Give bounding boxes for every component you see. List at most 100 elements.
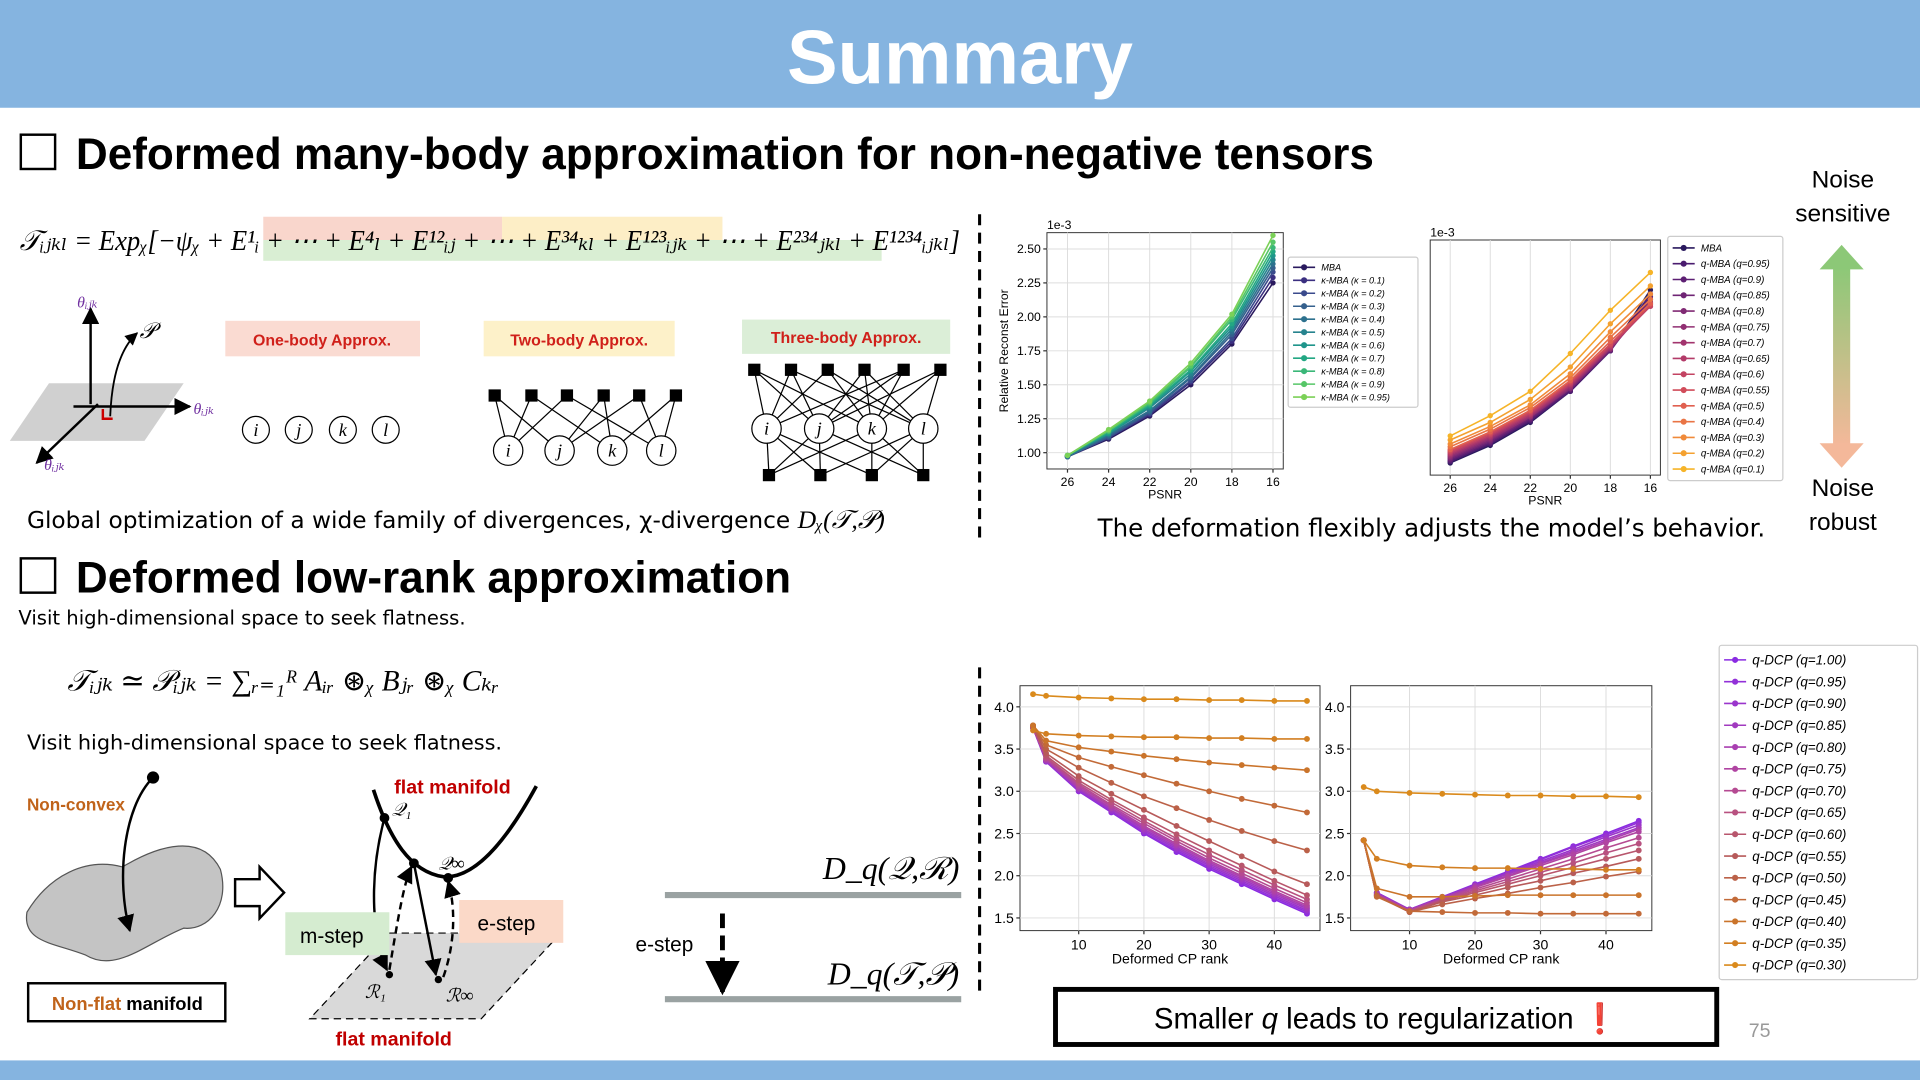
point: [1504, 892, 1511, 899]
point: [1607, 321, 1614, 327]
point: [1271, 802, 1278, 809]
point: [1206, 838, 1213, 845]
non-flat: Non-flat: [52, 993, 121, 1014]
y-tick-label: 2.0: [1325, 868, 1345, 884]
point: [1567, 375, 1574, 381]
legend-label: q-DCP (q=0.60): [1752, 827, 1846, 842]
graphs: i j k l i j k l i j k l: [241, 363, 947, 482]
series-line: [1032, 724, 1308, 814]
series-line: [1449, 293, 1651, 445]
label-box: [742, 319, 951, 354]
point: [1075, 777, 1082, 784]
footer-band: [0, 1060, 1920, 1080]
series-line: [1362, 840, 1639, 915]
node: [241, 415, 270, 444]
point: [1105, 426, 1112, 433]
node: [856, 413, 888, 444]
point: [1603, 892, 1609, 899]
point: [1206, 759, 1213, 766]
y-tick-label: 3.0: [1325, 783, 1345, 799]
point: [443, 873, 454, 883]
point: [1607, 334, 1614, 340]
legend-label: MBA: [1701, 243, 1722, 254]
y-tick-label: 1.75: [1017, 344, 1041, 358]
point: [1271, 868, 1278, 875]
page-number: 75: [1749, 1020, 1771, 1042]
legend-label: q-DCP (q=0.80): [1752, 740, 1846, 755]
series-line: [1032, 727, 1308, 913]
point: [1527, 396, 1533, 403]
point: [1570, 870, 1577, 877]
node: [596, 435, 628, 466]
plots-caption: The deformation flexibly adjusts the mod…: [1097, 513, 1766, 542]
point: [1487, 419, 1493, 426]
node-label: l: [921, 419, 926, 439]
factor: [762, 468, 776, 482]
node-label: k: [868, 419, 877, 439]
point: [1173, 831, 1180, 838]
divergence-label: D_q(𝒯,𝒫): [827, 956, 959, 991]
point: [1472, 909, 1478, 916]
legend-label: q-DCP (q=0.95): [1752, 674, 1846, 689]
legend-marker: [1301, 381, 1308, 388]
step-label: m-step: [300, 925, 364, 948]
point: [1173, 696, 1180, 703]
y-tick-label: 1.00: [1017, 446, 1041, 460]
point: [1108, 796, 1115, 803]
node-label: i: [764, 419, 769, 439]
point: [1373, 885, 1380, 892]
point: [1238, 866, 1245, 873]
legend-marker: [1680, 244, 1687, 251]
point: [1570, 879, 1577, 886]
point: [1439, 790, 1446, 797]
node-label: j: [555, 441, 562, 461]
legend-marker: [1680, 465, 1687, 473]
point: [1075, 744, 1082, 751]
y-tick-label: 1.25: [1017, 412, 1041, 426]
legend-marker: [1680, 371, 1687, 378]
legend-marker: [1680, 308, 1687, 315]
legend-marker: [1301, 303, 1308, 310]
label-box: [483, 320, 675, 357]
legend-label: q-DCP (q=0.30): [1752, 958, 1846, 973]
point: [1504, 884, 1511, 891]
x-tick-label: 30: [1533, 937, 1549, 953]
point: [1406, 893, 1413, 900]
legend-marker: [1301, 368, 1308, 375]
point: [1603, 849, 1609, 856]
point: [1140, 734, 1147, 741]
non-convex-label: Non-convex: [27, 795, 125, 815]
point: [1439, 864, 1446, 871]
conclusion-box: [1053, 986, 1720, 1047]
point: [1173, 822, 1180, 829]
point: [1607, 329, 1614, 335]
legend-label: q-DCP (q=0.85): [1752, 718, 1846, 733]
legend-label: q-MBA (q=0.75): [1701, 322, 1770, 333]
factor: [748, 363, 761, 376]
subtitle: Visit high-dimensional space to seek fla…: [18, 606, 465, 629]
series-line: [1032, 726, 1308, 901]
legend-marker: [1301, 355, 1308, 362]
x-tick-label: 22: [1143, 475, 1157, 489]
point: [1173, 756, 1180, 763]
flat-manifold-label: flat manifold: [394, 776, 510, 798]
point: [1567, 364, 1574, 370]
node: [492, 435, 524, 466]
y-tick-label: 1.5: [1325, 910, 1345, 926]
noise-label: robust: [1809, 509, 1877, 536]
legend-marker: [1732, 831, 1739, 838]
point: [1238, 697, 1245, 704]
x-tick-label: 40: [1267, 937, 1283, 953]
x-tick-label: 22: [1523, 481, 1537, 495]
edge: [566, 394, 662, 452]
x-tick-label: 20: [1467, 937, 1483, 953]
point: [1206, 788, 1213, 795]
series-line: [1032, 725, 1308, 896]
arrow-head: [1819, 244, 1864, 270]
point: [1238, 862, 1245, 869]
checkbox: [19, 133, 57, 171]
node: [544, 435, 575, 466]
formula: 𝒯ᵢⱼₖ ≃ 𝒫ᵢⱼₖ = ∑ᵣ₌₁ᴿ Aᵢᵣ ⊛ᵪ Bⱼᵣ ⊛ᵪ Cₖᵣ: [67, 666, 499, 698]
manifold-label: Non-flat manifold: [52, 993, 203, 1014]
point: [1647, 269, 1654, 276]
